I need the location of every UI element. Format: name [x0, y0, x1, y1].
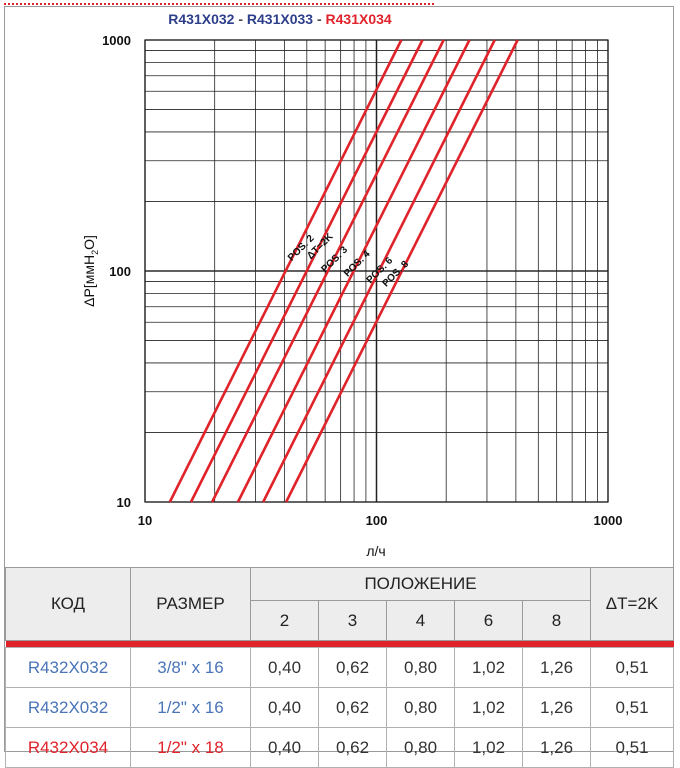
row-value: 0,80: [386, 647, 455, 688]
row-value: 0,40: [250, 647, 319, 688]
title-part: -: [234, 11, 246, 27]
position-header: 3: [318, 600, 387, 641]
title-part: -: [313, 11, 325, 27]
row-value: 0,62: [318, 647, 387, 688]
row-size: 3/8" x 16: [130, 647, 251, 688]
title-part: R431X033: [247, 11, 313, 27]
row-code: R432X032: [5, 687, 131, 728]
row-dt: 0,51: [590, 687, 675, 728]
ylabel-sub: 2: [90, 250, 100, 255]
title-part: R431X034: [326, 11, 392, 27]
x-tick-label: 1000: [594, 513, 623, 528]
table-row: R432X032 3/8" x 16 0,40 0,62 0,80 1,02 1…: [5, 647, 675, 688]
row-value: 1,02: [454, 647, 523, 688]
row-value: 0,40: [250, 727, 319, 768]
position-header: 4: [386, 600, 455, 641]
col-header-code: КОД: [5, 567, 131, 641]
row-dt: 0,51: [590, 647, 675, 688]
row-value: 1,26: [521, 727, 592, 768]
row-value: 1,02: [454, 687, 523, 728]
row-value: 1,02: [454, 727, 523, 768]
settings-table: КОД РАЗМЕР ПОЛОЖЕНИЕ ΔT=2K 2 3 4 6 8 R43…: [5, 567, 675, 768]
plot-border: [144, 39, 609, 503]
row-value: 1,26: [521, 687, 592, 728]
row-value: 0,62: [318, 727, 387, 768]
series-line: [262, 39, 496, 503]
y-tick-label: 100: [109, 264, 131, 279]
series-line: [168, 39, 403, 503]
col-header-size: РАЗМЕР: [130, 567, 251, 641]
y-axis-label: ΔP[ммH2O]: [81, 235, 100, 307]
x-tick-label: 10: [138, 513, 152, 528]
row-size: 1/2" x 18: [130, 727, 251, 768]
title-part: R431X032: [168, 11, 234, 27]
clipped-red-text: [4, 0, 434, 5]
row-value: 1,26: [521, 647, 592, 688]
red-separator: [5, 640, 674, 648]
col-header-dt: ΔT=2K: [590, 567, 675, 641]
row-size: 1/2" x 16: [130, 687, 251, 728]
y-tick-label: 10: [117, 495, 131, 510]
ylabel-end: O]: [81, 235, 97, 250]
series-line: [210, 39, 445, 503]
series-line: [189, 39, 424, 503]
x-tick-label: 100: [366, 513, 388, 528]
axis-ticks: 10 10 100 100 1000 1000: [102, 33, 622, 528]
row-value: 0,80: [386, 687, 455, 728]
table-row: R432X034 1/2" x 18 0,40 0,62 0,80 1,02 1…: [5, 727, 675, 768]
row-dt: 0,51: [590, 727, 675, 768]
position-header: 2: [250, 600, 319, 641]
row-code: R432X032: [5, 647, 131, 688]
row-code: R432X034: [5, 727, 131, 768]
row-value: 0,62: [318, 687, 387, 728]
row-value: 0,80: [386, 727, 455, 768]
table-row: R432X032 1/2" x 16 0,40 0,62 0,80 1,02 1…: [5, 687, 675, 728]
series-line: [284, 39, 519, 503]
position-header: 6: [454, 600, 523, 641]
ylabel-main: ΔP[ммH: [81, 255, 97, 307]
series-line: [236, 39, 471, 503]
y-tick-label: 1000: [102, 33, 131, 48]
position-header: 8: [521, 600, 592, 641]
row-value: 0,40: [250, 687, 319, 728]
col-header-position: ПОЛОЖЕНИЕ: [249, 567, 592, 601]
chart-series: [168, 39, 519, 503]
x-axis-label: л/ч: [366, 543, 385, 559]
chart-title: R431X032 - R431X033 - R431X034: [168, 11, 392, 27]
